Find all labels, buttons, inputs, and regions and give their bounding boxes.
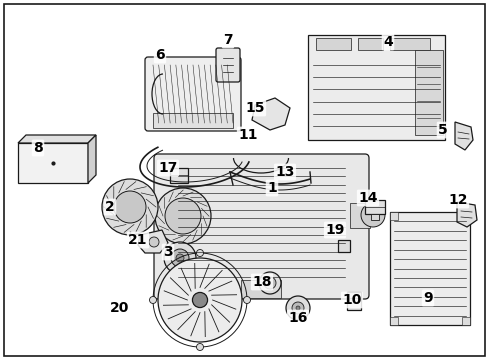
Text: 11: 11 — [238, 128, 257, 142]
Bar — [414, 50, 442, 135]
Bar — [337, 240, 349, 252]
Bar — [241, 280, 281, 298]
Circle shape — [114, 191, 146, 223]
Bar — [461, 212, 469, 220]
Text: 21: 21 — [128, 233, 147, 247]
Circle shape — [285, 296, 309, 320]
Text: 7: 7 — [223, 33, 232, 47]
Text: 15: 15 — [245, 101, 264, 115]
Text: 2: 2 — [105, 200, 115, 214]
Polygon shape — [251, 98, 289, 130]
FancyBboxPatch shape — [145, 57, 241, 131]
Text: 6: 6 — [155, 48, 164, 62]
Circle shape — [196, 249, 203, 256]
Circle shape — [291, 302, 304, 314]
Text: 1: 1 — [266, 181, 276, 195]
Circle shape — [259, 272, 281, 294]
Bar — [389, 38, 429, 50]
Bar — [346, 292, 360, 310]
Bar — [307, 35, 444, 140]
Circle shape — [155, 188, 210, 244]
Circle shape — [360, 203, 384, 227]
Polygon shape — [456, 202, 476, 227]
Circle shape — [176, 254, 183, 262]
Circle shape — [149, 297, 156, 303]
Text: 19: 19 — [325, 223, 344, 237]
Text: 3: 3 — [163, 245, 172, 259]
Bar — [389, 317, 397, 325]
Circle shape — [295, 306, 299, 310]
Polygon shape — [454, 122, 472, 150]
Circle shape — [264, 277, 275, 289]
Text: 4: 4 — [382, 35, 392, 49]
Bar — [170, 168, 187, 183]
Circle shape — [243, 297, 250, 303]
Bar — [357, 38, 382, 50]
Text: 14: 14 — [358, 191, 377, 205]
Circle shape — [149, 237, 159, 247]
Bar — [461, 317, 469, 325]
Bar — [153, 113, 232, 128]
Text: 18: 18 — [252, 275, 271, 289]
Circle shape — [196, 343, 203, 351]
Text: 12: 12 — [447, 193, 467, 207]
Bar — [389, 212, 469, 325]
Text: 10: 10 — [342, 293, 361, 307]
FancyBboxPatch shape — [154, 154, 368, 299]
Text: 5: 5 — [437, 123, 447, 137]
Text: 13: 13 — [275, 165, 294, 179]
Text: 8: 8 — [33, 141, 43, 155]
Polygon shape — [18, 135, 96, 143]
Text: 17: 17 — [158, 161, 177, 175]
FancyBboxPatch shape — [216, 48, 240, 82]
Polygon shape — [88, 135, 96, 183]
Bar — [349, 203, 369, 228]
Bar — [315, 38, 350, 50]
Circle shape — [171, 249, 189, 267]
Circle shape — [158, 258, 242, 342]
Text: 20: 20 — [110, 301, 129, 315]
Text: 16: 16 — [288, 311, 307, 325]
Bar — [389, 212, 397, 220]
Bar — [18, 143, 88, 183]
Bar — [364, 200, 384, 214]
Circle shape — [164, 198, 201, 234]
Circle shape — [102, 179, 158, 235]
Polygon shape — [138, 230, 168, 253]
Bar — [370, 214, 378, 220]
Circle shape — [192, 292, 207, 307]
Text: 9: 9 — [422, 291, 432, 305]
Circle shape — [163, 242, 196, 274]
